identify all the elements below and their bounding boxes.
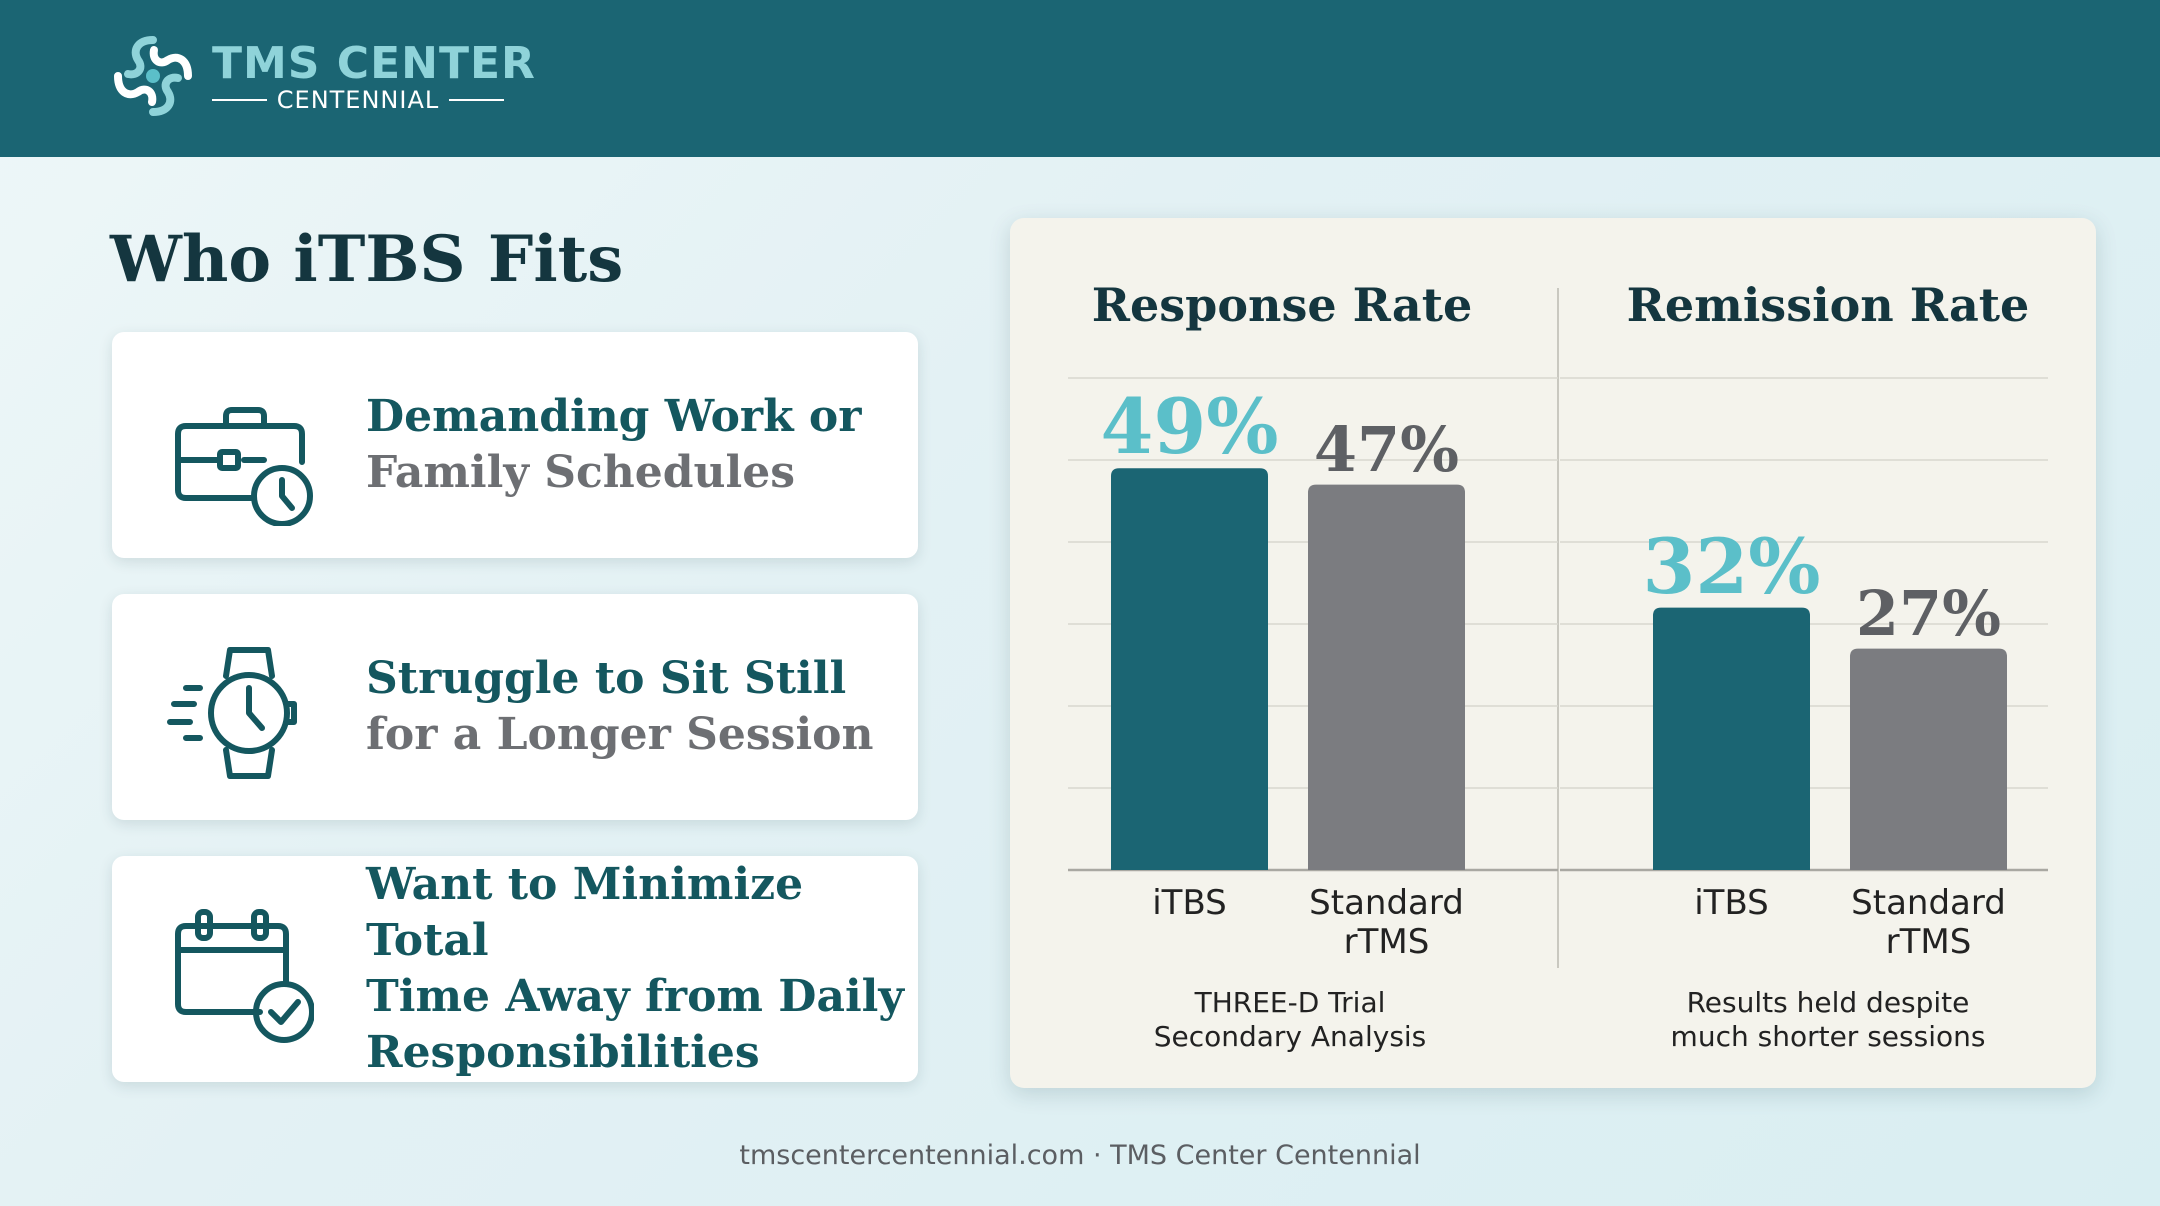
category-label: Standard rTMS xyxy=(1829,884,2029,962)
divider xyxy=(449,99,505,101)
note-line: Secondary Analysis xyxy=(1153,1020,1427,1053)
category-label: Standard rTMS xyxy=(1287,884,1487,962)
chart-note-remission: Results held despite much shorter sessio… xyxy=(1578,986,2078,1054)
brand-subname-text: CENTENNIAL xyxy=(276,86,440,114)
fit-card-text: Demanding Work or Family Schedules xyxy=(366,332,906,558)
note-line: Results held despite xyxy=(1686,986,1970,1019)
watch-icon xyxy=(167,647,297,779)
category-label-line: Standard xyxy=(1851,883,2006,923)
category-label-line: iTBS xyxy=(1152,883,1227,923)
bar-value-label: 49% xyxy=(1100,382,1279,472)
chart-note-response: THREE-D Trial Secondary Analysis xyxy=(1040,986,1540,1054)
bar-value-label: 27% xyxy=(1855,576,2002,650)
category-label-line: iTBS xyxy=(1694,883,1769,923)
chart-title-response: Response Rate xyxy=(1091,278,1473,332)
bar-standard-rtms xyxy=(1850,648,2007,870)
note-line: much shorter sessions xyxy=(1670,1020,1986,1053)
brand-name: TMS CENTER xyxy=(212,38,536,89)
header-bar: TMS CENTER CENTENNIAL xyxy=(0,0,2160,157)
category-label: iTBS xyxy=(1632,884,1832,923)
bar-itbs xyxy=(1653,607,1810,870)
fit-card-line: Struggle to Sit Still xyxy=(366,653,847,704)
brand-subname: CENTENNIAL xyxy=(212,86,505,114)
fit-card-line: Demanding Work or xyxy=(366,391,862,442)
category-label-line: rTMS xyxy=(1343,922,1430,962)
calendar-check-icon xyxy=(175,909,314,1043)
page-title: Who iTBS Fits xyxy=(110,222,624,297)
brand-logo-icon xyxy=(114,36,192,116)
bar-value-label: 47% xyxy=(1313,412,1460,486)
fit-card-line: Family Schedules xyxy=(366,447,795,498)
bar-value-label: 32% xyxy=(1642,521,1821,611)
category-label-line: rTMS xyxy=(1885,922,1972,962)
category-label: iTBS xyxy=(1090,884,1290,923)
category-label-line: Standard xyxy=(1309,883,1464,923)
briefcase-clock-icon xyxy=(175,407,313,526)
fit-card-sit-still: Struggle to Sit Still for a Longer Sessi… xyxy=(112,594,918,820)
bar-itbs xyxy=(1111,468,1268,870)
fit-card-text: Struggle to Sit Still for a Longer Sessi… xyxy=(366,594,906,820)
fit-card-line: Want to Minimize Total xyxy=(366,859,804,966)
fit-card-line: Time Away from Daily xyxy=(366,971,904,1022)
divider xyxy=(212,99,267,101)
note-line: THREE-D Trial xyxy=(1194,986,1386,1019)
chart-title-remission: Remission Rate xyxy=(1626,278,2030,332)
fit-card-text: Want to Minimize Total Time Away from Da… xyxy=(366,856,906,1082)
fit-card-schedules: Demanding Work or Family Schedules xyxy=(112,332,918,558)
bar-standard-rtms xyxy=(1308,484,1465,870)
fit-card-line: Responsibilities xyxy=(366,1027,760,1078)
footer-text: tmscentercentennial.com · TMS Center Cen… xyxy=(739,1140,1421,1171)
fit-card-line: for a Longer Session xyxy=(366,709,874,760)
fit-card-time-away: Want to Minimize Total Time Away from Da… xyxy=(112,856,918,1082)
